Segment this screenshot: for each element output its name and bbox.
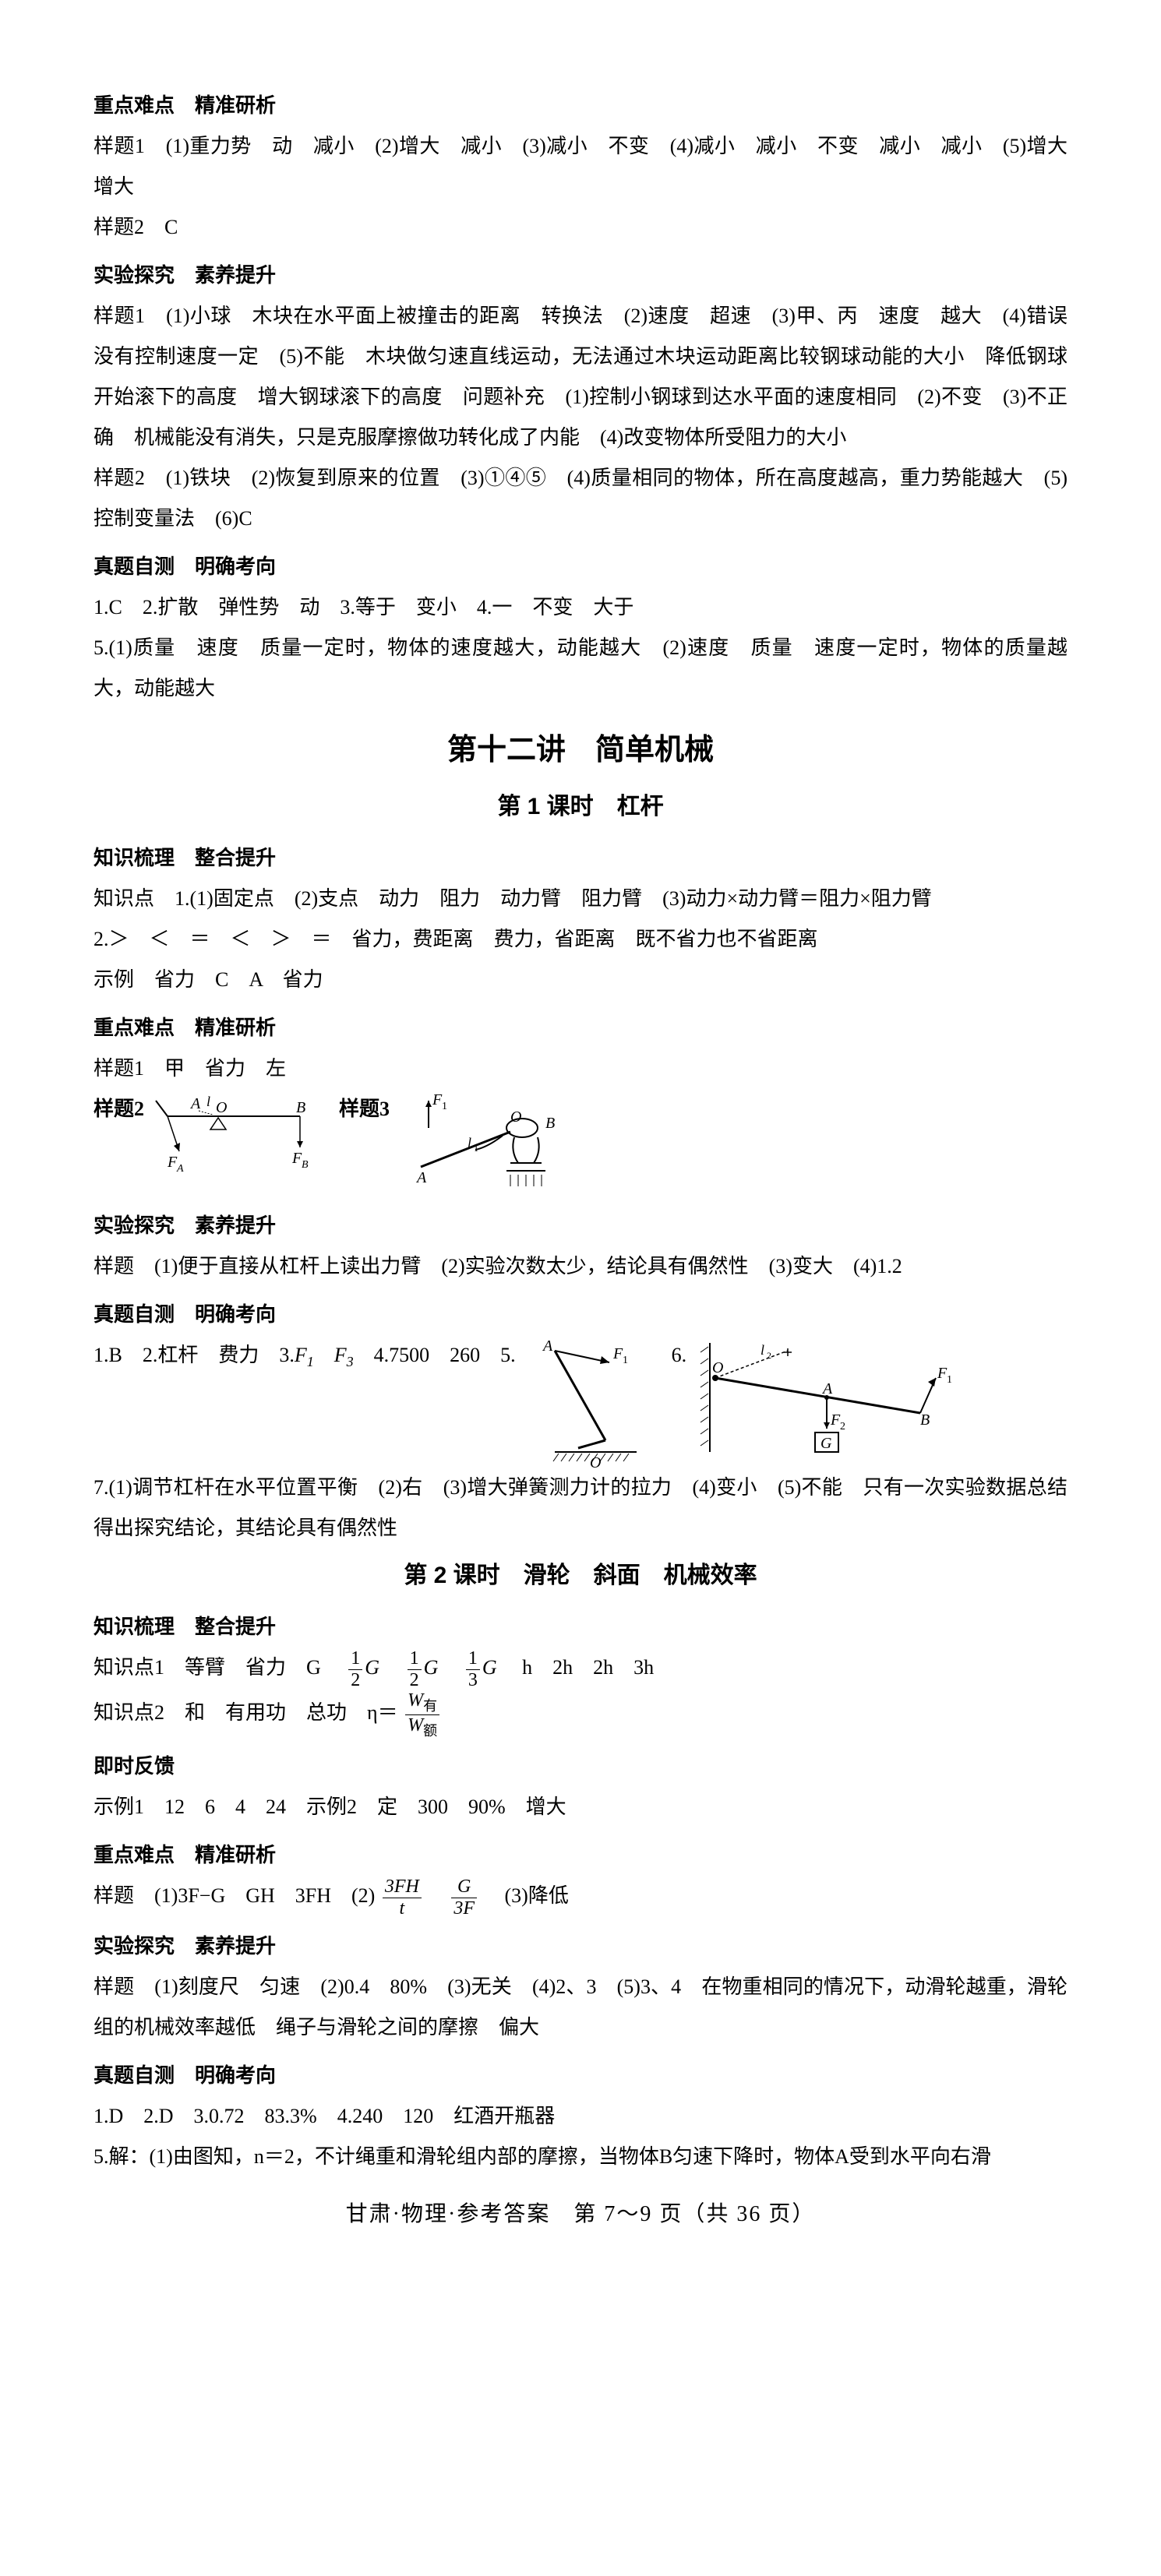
svg-text:A: A <box>176 1163 184 1175</box>
page-footer: 甘肃·物理·参考答案 第 7～9 页（共 36 页） <box>94 2193 1067 2236</box>
content-line: 示例1 12 6 4 24 示例2 定 300 90% 增大 <box>94 1787 1067 1827</box>
fraction: G3F <box>451 1876 477 1919</box>
content-line: 知识点2 和 有用功 总功 η＝ W有 W额 <box>94 1690 1067 1739</box>
section-header: 实验探究 素养提升 <box>94 1926 1067 1967</box>
lesson-title: 第 2 课时 滑轮 斜面 机械效率 <box>94 1552 1067 1599</box>
content-line: 示例 省力 C A 省力 <box>94 960 1067 1000</box>
formula: F1 F3 <box>295 1335 354 1376</box>
text-fragment: 1.B 2.杠杆 费力 3. <box>94 1335 295 1376</box>
svg-text:2: 2 <box>840 1421 845 1432</box>
section-header: 实验探究 素养提升 <box>94 255 1067 296</box>
fraction: 12 <box>408 1648 422 1690</box>
text-fragment: 知识点2 和 有用功 总功 η＝ <box>94 1701 398 1724</box>
content-line: 5.(1)质量 速度 质量一定时，物体的速度越大，动能越大 (2)速度 质量 速… <box>94 628 1067 709</box>
svg-text:F: F <box>937 1365 948 1382</box>
section-header: 知识梳理 整合提升 <box>94 1607 1067 1647</box>
section-header: 真题自测 明确考向 <box>94 1295 1067 1335</box>
section-header: 重点难点 精准研析 <box>94 1835 1067 1876</box>
section-header: 重点难点 精准研析 <box>94 86 1067 126</box>
section-header: 知识梳理 整合提升 <box>94 838 1067 879</box>
svg-text:F: F <box>612 1345 623 1362</box>
fraction: W有 W额 <box>405 1690 439 1739</box>
svg-text:A: A <box>415 1169 427 1186</box>
content-line: 样题1 (1)重力势 动 减小 (2)增大 减小 (3)减小 不变 (4)减小 … <box>94 126 1067 207</box>
lesson-title: 第 1 课时 杠杆 <box>94 784 1067 830</box>
svg-text:2: 2 <box>767 1350 771 1361</box>
svg-text:A: A <box>821 1380 833 1397</box>
lever-diagram-2: A O l B F A F B <box>144 1089 316 1182</box>
content-line: 1.B 2.杠杆 费力 3. F1 F3 4.7500 260 5. A F 1… <box>94 1335 1067 1468</box>
text-fragment: (3)降低 <box>485 1884 569 1907</box>
svg-text:l: l <box>760 1342 764 1358</box>
svg-text:F: F <box>167 1154 178 1171</box>
content-line: 知识点 1.(1)固定点 (2)支点 动力 阻力 动力臂 阻力臂 (3)动力×动… <box>94 879 1067 919</box>
var: G <box>424 1656 439 1679</box>
diagram-row: 样题2 A O l B F A F B 样题3 <box>94 1089 1067 1198</box>
pump-diagram-3: F 1 A O B l 1 <box>390 1089 592 1198</box>
svg-text:1: 1 <box>474 1143 478 1154</box>
svg-text:B: B <box>545 1115 555 1132</box>
sample-label: 样题3 <box>339 1089 390 1129</box>
svg-text:F: F <box>432 1091 443 1108</box>
content-line: 7.(1)调节杠杆在水平位置平衡 (2)右 (3)增大弹簧测力计的拉力 (4)变… <box>94 1468 1067 1549</box>
content-line: 样题 (1)便于直接从杠杆上读出力臂 (2)实验次数太少，结论具有偶然性 (3)… <box>94 1246 1067 1287</box>
var: G <box>482 1656 497 1679</box>
lever-diagram-5: A F 1 O <box>516 1335 656 1468</box>
svg-text:1: 1 <box>623 1355 628 1366</box>
text-fragment: 知识点1 等臂 省力 G <box>94 1656 341 1679</box>
section-header: 真题自测 明确考向 <box>94 547 1067 587</box>
content-line: 样题1 甲 省力 左 <box>94 1048 1067 1089</box>
text-fragment: 4.7500 260 5. <box>354 1335 516 1376</box>
svg-text:A: A <box>189 1095 201 1112</box>
svg-text:O: O <box>510 1108 521 1126</box>
chapter-title: 第十二讲 简单机械 <box>94 721 1067 780</box>
section-header: 实验探究 素养提升 <box>94 1206 1067 1246</box>
text-fragment: 样题 (1)3F−G GH 3FH (2) <box>94 1884 375 1907</box>
content-line: 1.D 2.D 3.0.72 83.3% 4.240 120 红酒开瓶器 <box>94 2096 1067 2137</box>
svg-text:B: B <box>302 1159 309 1171</box>
svg-text:l: l <box>468 1135 471 1151</box>
text-fragment: h 2h 2h 3h <box>502 1656 654 1679</box>
svg-text:A: A <box>542 1337 553 1355</box>
text-fragment: 6. <box>672 1335 687 1376</box>
content-line: 样题1 (1)小球 木块在水平面上被撞击的距离 转换法 (2)速度 超速 (3)… <box>94 296 1067 458</box>
content-line: 5.解：(1)由图知，n＝2，不计绳重和滑轮组内部的摩擦，当物体B匀速下降时，物… <box>94 2137 1067 2177</box>
var: G <box>365 1656 379 1679</box>
content-line: 样题2 C <box>94 207 1067 248</box>
svg-text:B: B <box>296 1099 305 1116</box>
fraction: 13 <box>466 1648 480 1690</box>
section-header: 重点难点 精准研析 <box>94 1008 1067 1048</box>
content-line: 样题 (1)刻度尺 匀速 (2)0.4 80% (3)无关 (4)2、3 (5)… <box>94 1967 1067 2048</box>
svg-text:G: G <box>820 1435 832 1452</box>
section-header: 真题自测 明确考向 <box>94 2056 1067 2096</box>
svg-text:F: F <box>291 1150 302 1167</box>
content-line: 1.C 2.扩散 弹性势 动 3.等于 变小 4.一 不变 大于 <box>94 587 1067 628</box>
svg-text:F: F <box>830 1411 841 1429</box>
svg-text:l: l <box>206 1094 210 1109</box>
svg-text:B: B <box>920 1411 930 1429</box>
svg-text:O: O <box>216 1099 227 1116</box>
svg-text:1: 1 <box>442 1101 447 1112</box>
sample-label: 样题2 <box>94 1089 144 1129</box>
fraction: 3FHt <box>383 1876 422 1919</box>
fraction: 12 <box>348 1648 362 1690</box>
svg-text:1: 1 <box>947 1374 951 1386</box>
svg-text:O: O <box>712 1359 723 1376</box>
content-line: 样题2 (1)铁块 (2)恢复到原来的位置 (3)①④⑤ (4)质量相同的物体，… <box>94 458 1067 539</box>
content-line: 2.＞ ＜ ＝ ＜ ＞ ＝ 省力，费距离 费力，省距离 既不省力也不省距离 <box>94 919 1067 960</box>
section-header: 即时反馈 <box>94 1746 1067 1787</box>
lever-diagram-6: O B F 1 A F 2 G l 2 <box>686 1335 951 1468</box>
content-line: 知识点1 等臂 省力 G 12G 12G 13G h 2h 2h 3h <box>94 1647 1067 1690</box>
content-line: 样题 (1)3F−G GH 3FH (2) 3FHt G3F (3)降低 <box>94 1876 1067 1919</box>
svg-text:O: O <box>590 1454 601 1468</box>
